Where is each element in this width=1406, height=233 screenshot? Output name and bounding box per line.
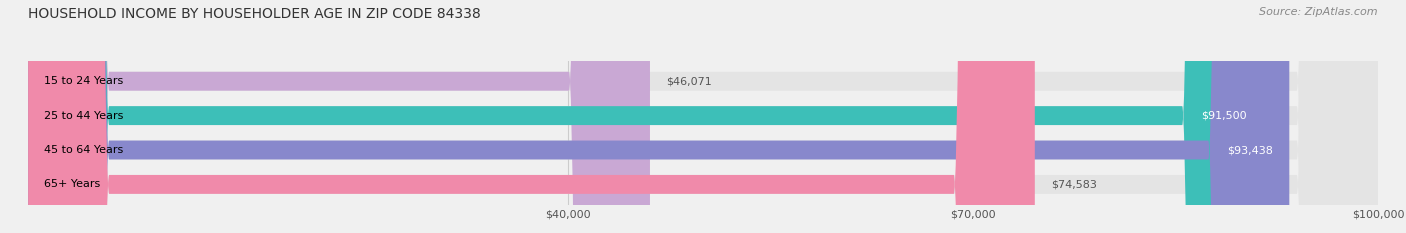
Text: 45 to 64 Years: 45 to 64 Years bbox=[45, 145, 124, 155]
Text: $74,583: $74,583 bbox=[1052, 179, 1097, 189]
Text: 65+ Years: 65+ Years bbox=[45, 179, 101, 189]
FancyBboxPatch shape bbox=[28, 0, 1378, 233]
FancyBboxPatch shape bbox=[28, 0, 1378, 233]
FancyBboxPatch shape bbox=[28, 0, 1378, 233]
FancyBboxPatch shape bbox=[28, 0, 650, 233]
FancyBboxPatch shape bbox=[28, 0, 1378, 233]
FancyBboxPatch shape bbox=[28, 0, 1035, 233]
Text: $91,500: $91,500 bbox=[1201, 111, 1247, 121]
Text: $93,438: $93,438 bbox=[1227, 145, 1272, 155]
Text: $46,071: $46,071 bbox=[666, 76, 711, 86]
Text: Source: ZipAtlas.com: Source: ZipAtlas.com bbox=[1260, 7, 1378, 17]
FancyBboxPatch shape bbox=[28, 0, 1289, 233]
FancyBboxPatch shape bbox=[28, 0, 1263, 233]
Text: 15 to 24 Years: 15 to 24 Years bbox=[45, 76, 124, 86]
Text: HOUSEHOLD INCOME BY HOUSEHOLDER AGE IN ZIP CODE 84338: HOUSEHOLD INCOME BY HOUSEHOLDER AGE IN Z… bbox=[28, 7, 481, 21]
Text: 25 to 44 Years: 25 to 44 Years bbox=[45, 111, 124, 121]
